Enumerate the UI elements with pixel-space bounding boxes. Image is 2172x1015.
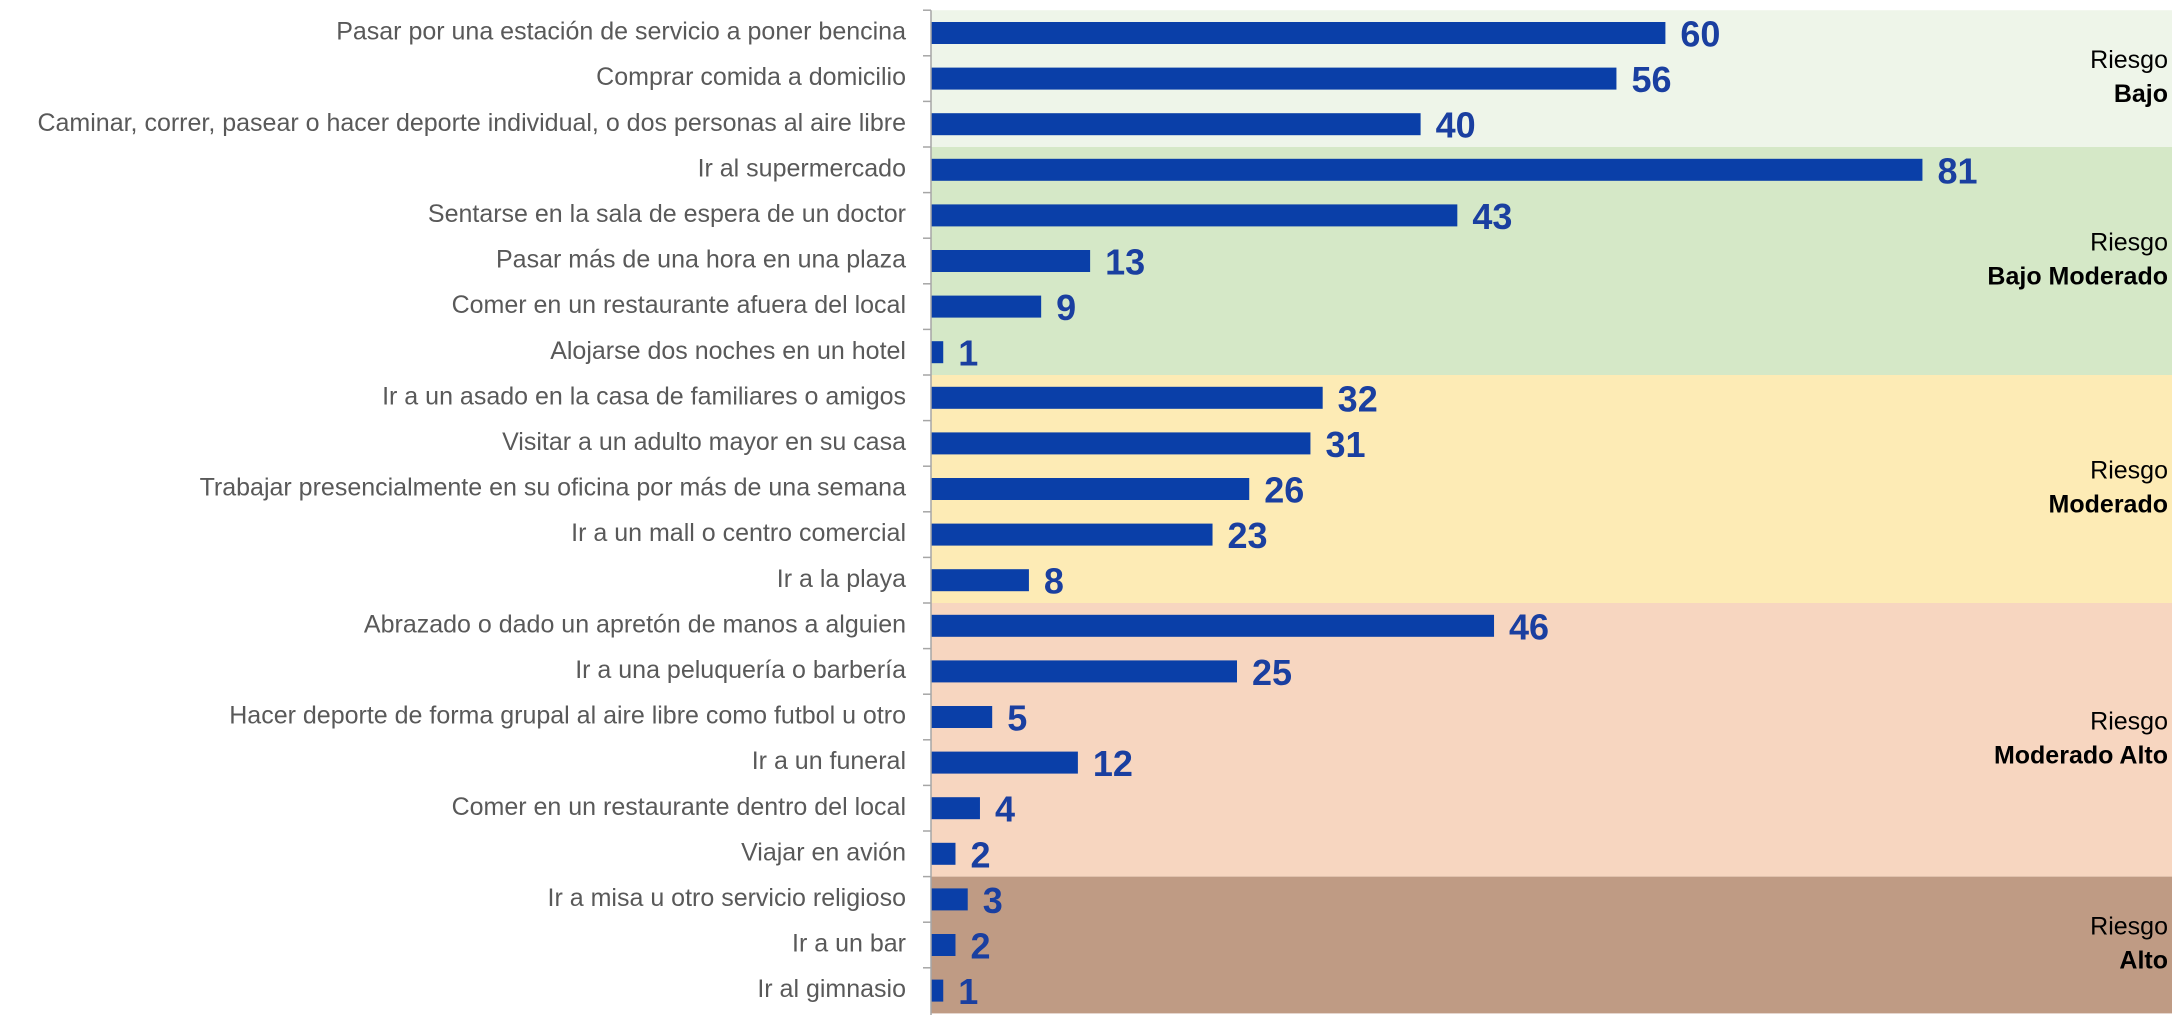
value-label: 32 [1338, 378, 1378, 419]
bar [931, 660, 1237, 683]
value-label: 81 [1937, 150, 1977, 191]
value-label: 5 [1007, 698, 1027, 739]
category-label: Ir a un funeral [752, 747, 906, 775]
bar [931, 250, 1091, 272]
value-label: 43 [1472, 196, 1512, 237]
value-label: 9 [1056, 287, 1076, 328]
category-label: Hacer deporte de forma grupal al aire li… [229, 702, 906, 730]
band-name: Alto [2119, 947, 2168, 975]
category-label: Comprar comida a domicilio [596, 63, 906, 91]
category-label: Visitar a un adulto mayor en su casa [502, 428, 906, 456]
category-label: Abrazado o dado un apretón de manos a al… [364, 610, 906, 638]
value-label: 23 [1228, 515, 1268, 556]
bar [931, 797, 980, 820]
value-label: 56 [1631, 59, 1671, 100]
bar [931, 706, 993, 728]
category-label: Comer en un restaurante dentro del local [452, 793, 906, 821]
bar [931, 478, 1250, 500]
category-label: Ir a la playa [777, 565, 906, 593]
band-name: Bajo Moderado [1987, 263, 2168, 291]
value-label: 1 [958, 333, 978, 374]
bar [931, 569, 1029, 592]
band-label: Riesgo [2090, 913, 2168, 941]
bar [931, 386, 1323, 409]
category-label: Pasar más de una hora en una plaza [496, 246, 906, 274]
value-label: 25 [1252, 652, 1292, 693]
value-label: 8 [1044, 561, 1064, 602]
bar [931, 979, 944, 1002]
value-label: 2 [970, 926, 990, 967]
bar [931, 295, 1042, 318]
bar [931, 204, 1458, 227]
category-label: Caminar, correr, pasear o hacer deporte … [37, 109, 906, 137]
bar [931, 113, 1421, 136]
risk-band [931, 603, 2172, 877]
bar [931, 934, 956, 956]
category-label: Ir a un mall o centro comercial [571, 519, 906, 547]
bar [931, 158, 1923, 181]
category-label: Sentarse en la sala de espera de un doct… [428, 200, 906, 228]
category-label: Ir a una peluquería o barbería [575, 656, 906, 684]
category-label: Ir a misa u otro servicio religioso [548, 884, 906, 912]
value-label: 31 [1325, 424, 1365, 465]
value-label: 1 [958, 971, 978, 1012]
band-label: Riesgo [2090, 46, 2168, 74]
value-label: 3 [983, 880, 1003, 921]
bar [931, 341, 944, 364]
bar [931, 523, 1213, 546]
value-label: 2 [970, 834, 990, 875]
category-label: Alojarse dos noches en un hotel [550, 337, 906, 365]
bar [931, 432, 1311, 455]
band-label: Riesgo [2090, 457, 2168, 485]
category-label: Ir al supermercado [698, 154, 906, 182]
bar [931, 22, 1666, 44]
band-label: Riesgo [2090, 707, 2168, 735]
band-name: Moderado [2049, 491, 2168, 519]
category-label: Trabajar presencialmente en su oficina p… [200, 474, 907, 502]
value-label: 40 [1436, 105, 1476, 146]
category-label: Ir al gimnasio [757, 975, 906, 1003]
value-label: 12 [1093, 743, 1133, 784]
risk-band [931, 876, 2172, 1014]
category-label: Comer en un restaurante afuera del local [452, 291, 906, 319]
value-label: 26 [1264, 470, 1304, 511]
value-label: 46 [1509, 606, 1549, 647]
category-label: Ir a un asado en la casa de familiares o… [382, 382, 906, 410]
bar [931, 67, 1617, 90]
risk-band [931, 147, 2172, 375]
bar [931, 751, 1078, 774]
category-label: Viajar en avión [741, 838, 906, 866]
bar [931, 888, 968, 911]
band-name: Bajo [2114, 80, 2168, 108]
band-label: Riesgo [2090, 229, 2168, 257]
band-name: Moderado Alto [1994, 741, 2168, 769]
category-label: Pasar por una estación de servicio a pon… [336, 18, 906, 46]
value-label: 13 [1105, 242, 1145, 283]
bar [931, 842, 956, 865]
value-label: 4 [995, 789, 1015, 830]
bar [931, 614, 1495, 637]
category-label: Ir a un bar [792, 930, 906, 958]
value-label: 60 [1680, 14, 1720, 55]
